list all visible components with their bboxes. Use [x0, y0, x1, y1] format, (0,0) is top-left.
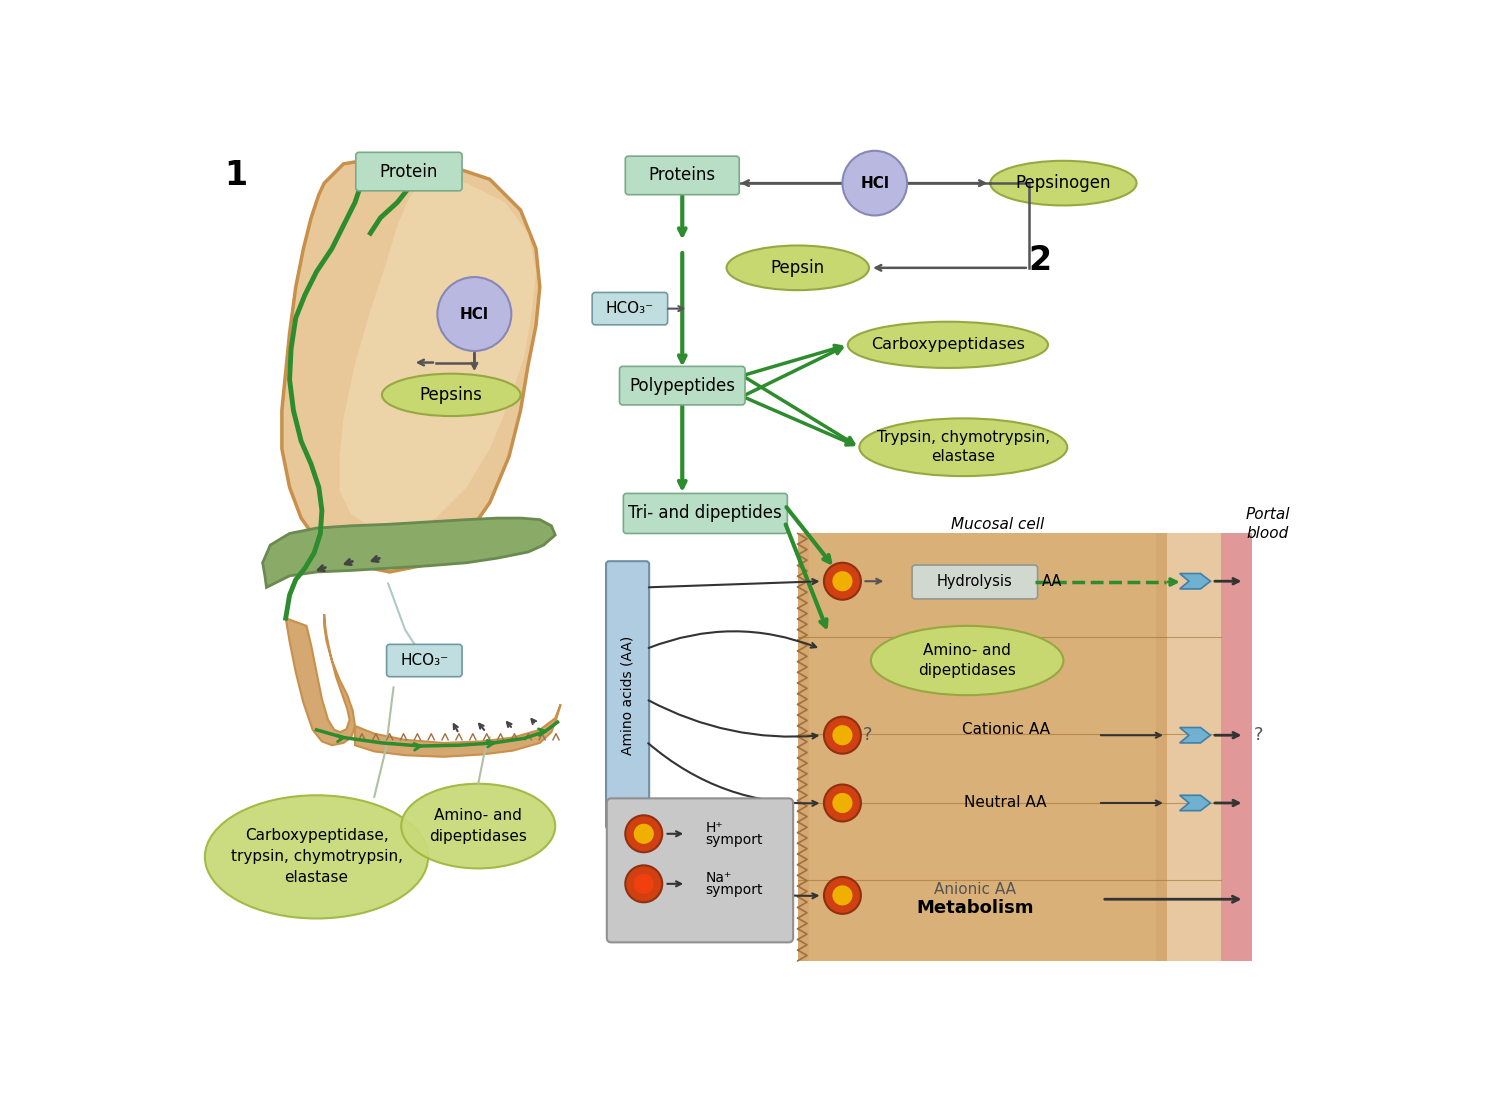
Text: Tri- and dipeptides: Tri- and dipeptides [629, 505, 782, 522]
FancyBboxPatch shape [798, 533, 1236, 960]
FancyBboxPatch shape [593, 293, 667, 325]
Ellipse shape [990, 161, 1137, 205]
Circle shape [823, 716, 860, 754]
Circle shape [633, 873, 654, 895]
Text: H⁺: H⁺ [706, 822, 724, 835]
Ellipse shape [382, 374, 520, 416]
Polygon shape [1180, 728, 1211, 743]
Text: Mucosal cell: Mucosal cell [951, 517, 1045, 531]
Ellipse shape [849, 322, 1048, 368]
Text: Pepsinogen: Pepsinogen [1015, 174, 1112, 192]
Circle shape [832, 724, 853, 746]
Circle shape [437, 277, 511, 350]
FancyBboxPatch shape [606, 798, 794, 943]
FancyBboxPatch shape [1168, 533, 1236, 960]
Text: Na⁺: Na⁺ [706, 872, 731, 885]
Text: Neutral AA: Neutral AA [964, 795, 1048, 811]
Text: Metabolism: Metabolism [915, 899, 1034, 917]
Ellipse shape [205, 795, 428, 918]
FancyBboxPatch shape [1221, 533, 1253, 960]
Text: Hydrolysis: Hydrolysis [938, 574, 1013, 590]
Circle shape [626, 815, 663, 852]
Circle shape [633, 823, 654, 845]
Text: HCO₃⁻: HCO₃⁻ [606, 302, 654, 316]
Text: HCl: HCl [459, 306, 489, 322]
Polygon shape [285, 614, 355, 745]
FancyBboxPatch shape [620, 366, 744, 405]
Text: Anionic AA: Anionic AA [933, 883, 1016, 897]
Polygon shape [340, 180, 536, 533]
Text: Amino- and
dipeptidases: Amino- and dipeptidases [918, 643, 1016, 678]
Circle shape [823, 877, 860, 914]
Circle shape [823, 562, 860, 600]
FancyBboxPatch shape [355, 152, 462, 191]
Text: Protein: Protein [380, 163, 438, 181]
FancyBboxPatch shape [912, 566, 1037, 599]
Circle shape [626, 865, 663, 903]
Text: ?: ? [863, 726, 872, 744]
Circle shape [823, 784, 860, 822]
Text: Pepsin: Pepsin [771, 258, 825, 277]
Circle shape [832, 570, 853, 592]
Text: HCO₃⁻: HCO₃⁻ [400, 653, 449, 668]
Ellipse shape [727, 245, 869, 291]
FancyBboxPatch shape [606, 561, 649, 830]
Text: symport: symport [706, 833, 762, 847]
FancyBboxPatch shape [386, 644, 462, 676]
Polygon shape [263, 518, 556, 588]
Text: Pepsins: Pepsins [421, 386, 483, 404]
Polygon shape [282, 156, 539, 572]
Text: Portal
blood: Portal blood [1245, 508, 1290, 541]
Text: ?: ? [1254, 726, 1263, 744]
Text: Polypeptides: Polypeptides [629, 377, 736, 395]
Text: Carboxypeptidase,
trypsin, chymotrypsin,
elastase: Carboxypeptidase, trypsin, chymotrypsin,… [230, 828, 403, 885]
Text: Proteins: Proteins [649, 166, 716, 184]
Text: Amino- and
dipeptidases: Amino- and dipeptidases [429, 808, 528, 844]
Text: 2: 2 [1028, 244, 1052, 276]
FancyBboxPatch shape [626, 156, 739, 195]
Text: AA: AA [1042, 574, 1062, 590]
Ellipse shape [401, 784, 556, 868]
Circle shape [832, 885, 853, 906]
Text: symport: symport [706, 883, 762, 897]
Text: Cationic AA: Cationic AA [961, 722, 1049, 737]
Text: HCl: HCl [860, 175, 889, 191]
FancyBboxPatch shape [810, 533, 1156, 960]
Ellipse shape [871, 625, 1064, 695]
Text: Amino acids (AA): Amino acids (AA) [621, 635, 635, 755]
FancyBboxPatch shape [623, 494, 788, 533]
Polygon shape [1180, 795, 1211, 811]
Circle shape [832, 792, 853, 814]
Text: Carboxypeptidases: Carboxypeptidases [871, 337, 1025, 353]
Polygon shape [355, 704, 560, 756]
Polygon shape [1180, 573, 1211, 589]
Circle shape [843, 151, 906, 215]
Text: 1: 1 [224, 159, 247, 192]
Text: Trypsin, chymotrypsin,
elastase: Trypsin, chymotrypsin, elastase [877, 430, 1051, 465]
Ellipse shape [859, 418, 1067, 476]
